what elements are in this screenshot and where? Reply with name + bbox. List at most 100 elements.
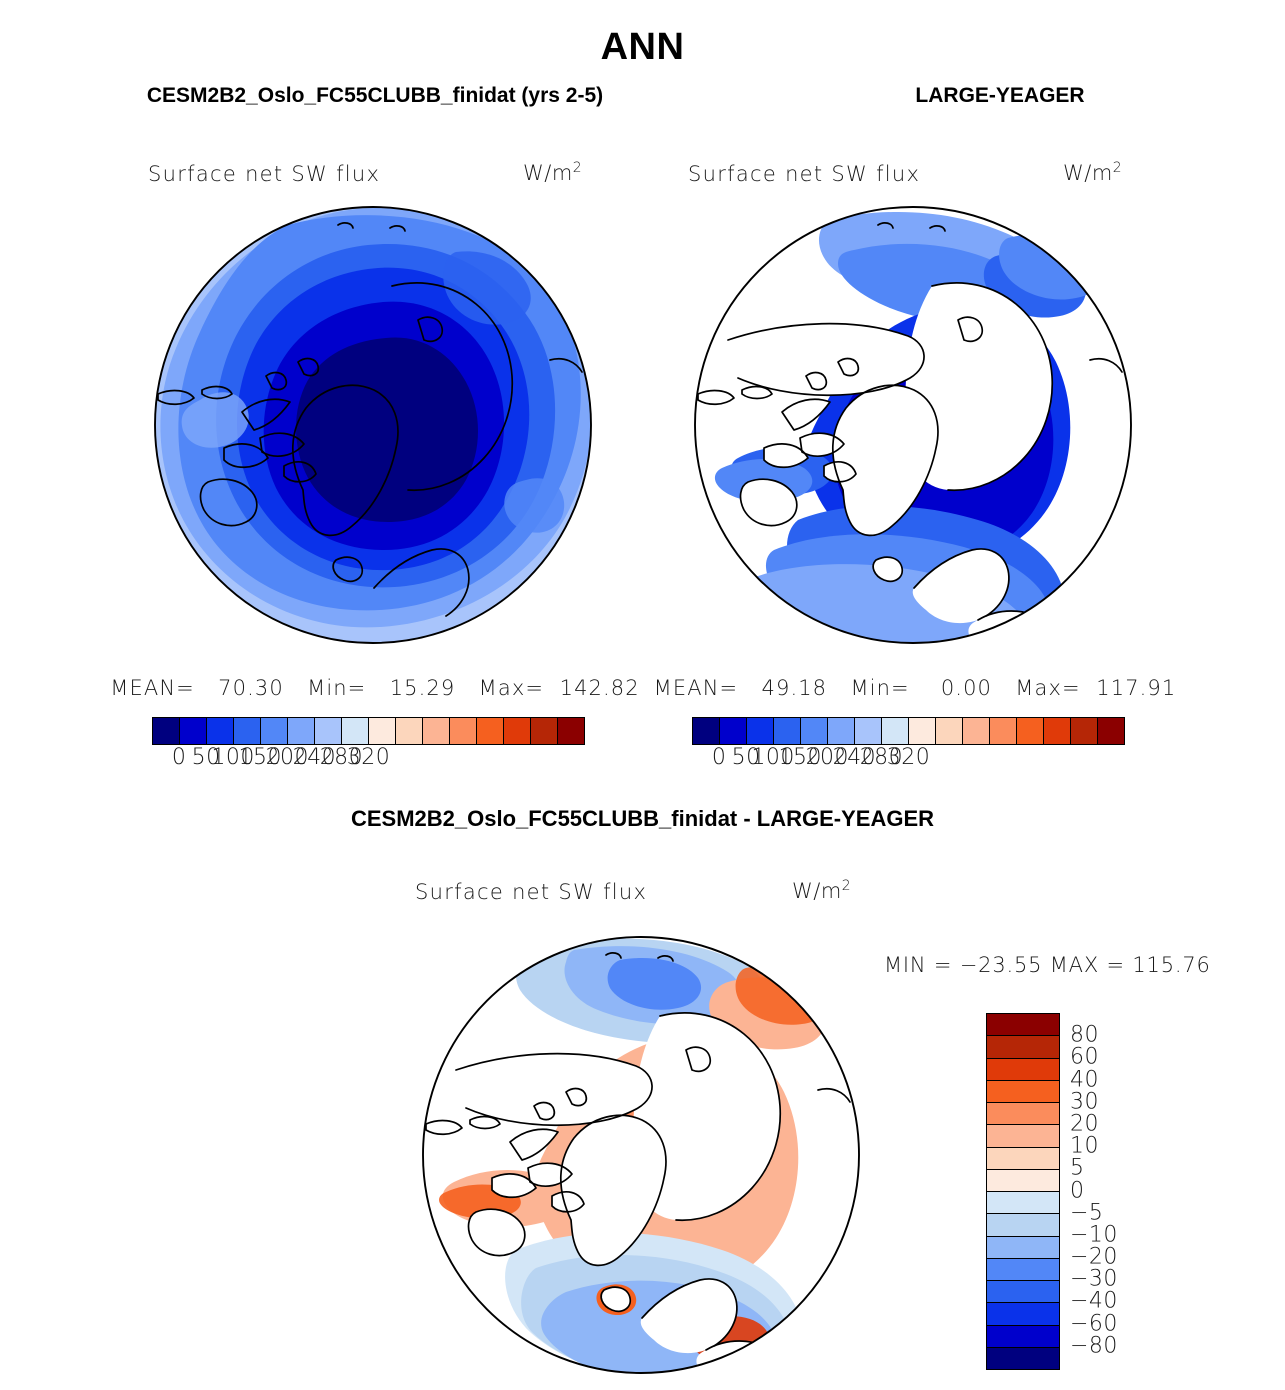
colorbar-segment [423, 718, 450, 744]
panel-title-obs: LARGE-YEAGER [915, 84, 1085, 107]
colorbar-segment [801, 718, 828, 744]
colorbar-tick-label: −20 [1070, 1244, 1118, 1270]
colorbar-segment [987, 1103, 1059, 1126]
colorbar-segment [1098, 718, 1124, 744]
colorbar-segment [774, 718, 801, 744]
map-model [154, 206, 592, 644]
colorbar-tick-label: 150 [778, 745, 822, 770]
colorbar-segment [987, 1036, 1059, 1059]
variable-label-obs-text: Surface net SW flux [688, 162, 921, 186]
colorbar-segment [153, 718, 180, 744]
colorbar-segment [987, 1214, 1059, 1237]
colorbar-segment [207, 718, 234, 744]
colorbar-tick-label: −5 [1070, 1200, 1104, 1226]
units-label-obs: W/m2 [1063, 160, 1122, 185]
map-difference [422, 936, 860, 1374]
colorbar-segment [987, 1014, 1059, 1037]
colorbar-segment [504, 718, 531, 744]
variable-label-model: Surface net SW flux [148, 162, 380, 186]
colorbar-difference-swatches [986, 1013, 1060, 1370]
units-exponent-model: 2 [572, 160, 583, 176]
colorbar-tick-label: 200 [805, 745, 850, 770]
colorbar-segment [315, 718, 342, 744]
colorbar-segment [882, 718, 909, 744]
colorbar-segment [987, 1258, 1059, 1281]
colorbar-tick-label: 20 [1070, 1111, 1099, 1137]
colorbar-segment [987, 1303, 1059, 1326]
stats-model: MEAN= 70.30 Min= 15.29 Max= 142.82 [110, 676, 640, 700]
units-exponent-obs: 2 [1112, 160, 1123, 176]
variable-label-model-text: Surface net SW flux [148, 162, 381, 186]
colorbar-tick-label: 60 [1070, 1044, 1099, 1070]
colorbar-tick-label: 50 [191, 745, 221, 770]
variable-label-difference: Surface net SW flux [415, 880, 647, 904]
colorbar-tick-label: 5 [1070, 1155, 1085, 1181]
colorbar-tick-label: −80 [1070, 1333, 1118, 1359]
colorbar-model-ticks: 0 50 100 150 200 240 280 320 [152, 745, 585, 773]
colorbar-segment [1071, 718, 1098, 744]
colorbar-tick-label: 100 [211, 745, 255, 770]
units-label-obs-text: W/m [1063, 161, 1113, 185]
stats-obs: MEAN= 49.18 Min= 0.00 Max= 117.91 [653, 676, 1177, 700]
colorbar-tick-label: 50 [731, 745, 761, 770]
colorbar-tick-label: 320 [886, 745, 931, 770]
colorbar-segment [1044, 718, 1071, 744]
colorbar-segment [234, 718, 261, 744]
colorbar-segment [693, 718, 720, 744]
colorbar-tick-label: 0 [711, 745, 727, 770]
colorbar-tick-label: −40 [1070, 1288, 1118, 1314]
colorbar-segment [987, 1147, 1059, 1170]
panel-title-difference: CESM2B2_Oslo_FC55CLUBB_finidat - LARGE-Y… [350, 806, 935, 831]
colorbar-segment [963, 718, 990, 744]
colorbar-obs-swatches [692, 717, 1125, 745]
colorbar-tick-label: 10 [1070, 1133, 1099, 1159]
units-label-model: W/m2 [523, 160, 582, 185]
map-obs [694, 206, 1132, 644]
colorbar-segment [990, 718, 1017, 744]
colorbar-tick-label: 320 [346, 745, 391, 770]
colorbar-obs-ticks: 0 50 100 150 200 240 280 320 [692, 745, 1125, 773]
colorbar-segment [987, 1325, 1059, 1348]
colorbar-segment [909, 718, 936, 744]
colorbar-segment [936, 718, 963, 744]
variable-label-obs: Surface net SW flux [688, 162, 920, 186]
colorbar-segment [987, 1058, 1059, 1081]
colorbar-model: 0 50 100 150 200 240 280 320 [152, 717, 585, 773]
minmax-difference: MIN = −23.55 MAX = 115.76 [884, 953, 1211, 977]
colorbar-tick-label: 200 [265, 745, 310, 770]
map-difference-coastlines [425, 952, 851, 1373]
colorbar-tick-label: −10 [1070, 1222, 1118, 1248]
colorbar-tick-label: 40 [1070, 1067, 1099, 1093]
colorbar-segment [855, 718, 882, 744]
colorbar-segment [987, 1125, 1059, 1148]
colorbar-segment [987, 1236, 1059, 1259]
colorbar-tick-label: −30 [1070, 1266, 1118, 1292]
colorbar-segment [396, 718, 423, 744]
colorbar-segment [987, 1281, 1059, 1304]
colorbar-tick-label: 100 [751, 745, 795, 770]
colorbar-model-swatches [152, 717, 585, 745]
colorbar-segment [369, 718, 396, 744]
units-exponent-difference: 2 [841, 878, 852, 894]
colorbar-segment [987, 1169, 1059, 1192]
colorbar-difference-labels: 80 60 40 30 20 10 5 0 −5 −10 −20 −30 −40 −60 −80 [1070, 1013, 1150, 1368]
colorbar-segment [987, 1347, 1059, 1369]
colorbar-segment [747, 718, 774, 744]
units-label-difference-text: W/m [792, 879, 842, 903]
colorbar-tick-label: −60 [1070, 1311, 1118, 1337]
colorbar-segment [450, 718, 477, 744]
colorbar-segment [987, 1080, 1059, 1103]
pole-hole-difference [630, 1145, 652, 1167]
colorbar-segment [828, 718, 855, 744]
season-title: ANN [600, 26, 685, 68]
colorbar-tick-label: 280 [859, 745, 904, 770]
colorbar-segment [1017, 718, 1044, 744]
colorbar-segment [342, 718, 369, 744]
colorbar-segment [180, 718, 207, 744]
map-model-coastlines [157, 222, 583, 617]
pole-hole-obs [902, 415, 924, 437]
variable-label-difference-text: Surface net SW flux [415, 880, 648, 904]
colorbar-segment [531, 718, 558, 744]
colorbar-obs: 0 50 100 150 200 240 280 320 [692, 717, 1125, 773]
map-model-boundary [154, 206, 592, 644]
